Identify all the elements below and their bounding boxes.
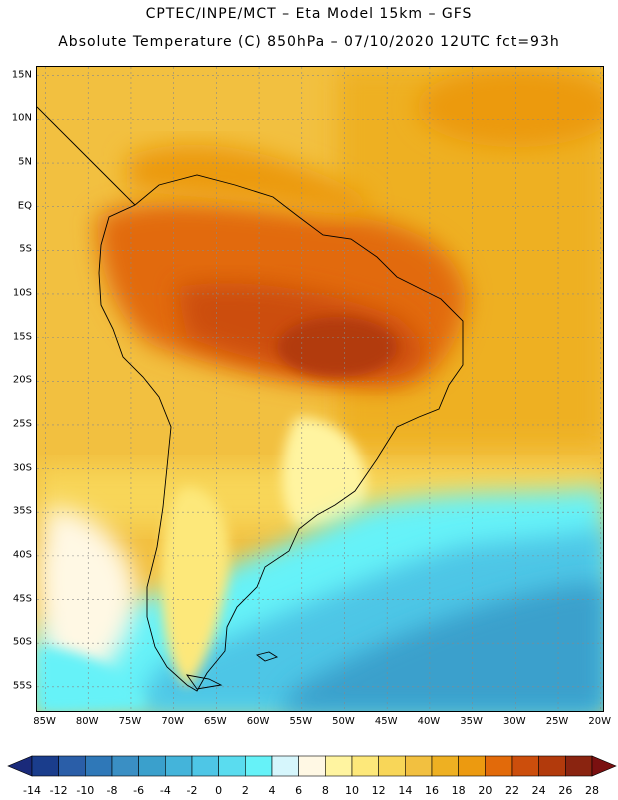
colorbar-swatch xyxy=(431,755,459,777)
colorbar-swatch xyxy=(325,755,353,777)
colorbar-swatch xyxy=(485,755,513,777)
colorbar-swatch xyxy=(85,755,113,777)
colorbar-tick-label: -6 xyxy=(133,784,145,797)
colorbar-swatch xyxy=(351,755,379,777)
lat-label: 15N xyxy=(11,69,32,81)
colorbar-tick-label: 24 xyxy=(531,784,546,797)
lon-label: 70W xyxy=(161,716,184,727)
north-coast-field xyxy=(127,144,369,214)
warm-spot-ne xyxy=(417,67,603,147)
pacific-south-field xyxy=(37,507,137,687)
lat-label: 5S xyxy=(19,243,32,255)
lat-label: 5N xyxy=(18,156,32,168)
colorbar-swatch xyxy=(191,755,219,777)
colorbar-tick-label: 14 xyxy=(398,784,413,797)
lon-label: 80W xyxy=(75,716,99,727)
lat-label: 55S xyxy=(12,680,32,692)
colorbar-tick-label: 10 xyxy=(345,784,359,797)
colorbar-tick-label: 18 xyxy=(451,784,466,797)
lat-label: 45S xyxy=(12,593,32,604)
lat-label: 20S xyxy=(12,374,32,386)
colorbar-tick-label: -10 xyxy=(76,784,95,797)
lon-label: 65W xyxy=(204,716,227,727)
lat-label: 35S xyxy=(12,505,32,517)
colorbar-swatch xyxy=(58,755,86,777)
colorbar-swatch xyxy=(245,755,273,777)
lon-label: 20W xyxy=(588,716,612,727)
lat-label: 25S xyxy=(12,418,32,430)
coastlines xyxy=(37,106,464,692)
central-america-outline xyxy=(37,106,136,206)
south-america-outline xyxy=(98,174,464,692)
colorbar-swatch xyxy=(138,755,166,777)
colorbar-tick-label: -4 xyxy=(159,784,171,797)
chart-subtitle: Absolute Temperature (C) 850hPa – 07/10/… xyxy=(58,34,560,50)
colorbar-swatch xyxy=(538,755,566,777)
temperature-map xyxy=(36,66,604,712)
colorbar-tick-label: 26 xyxy=(558,784,573,797)
colorbar-tick-label: 22 xyxy=(505,784,519,797)
colorbar-tick-label: 20 xyxy=(478,784,493,797)
pacific-cold-field xyxy=(37,647,147,711)
colorbar-tick-label: -12 xyxy=(49,784,68,797)
colorbar-tick-label: -14 xyxy=(23,784,41,797)
lon-label: 85W xyxy=(33,716,56,727)
lat-label: 10N xyxy=(11,112,32,124)
lon-label: 45W xyxy=(374,716,398,727)
colorbar-swatch xyxy=(511,755,539,777)
lat-label: 15S xyxy=(12,331,32,343)
lat-label: EQ xyxy=(17,200,32,212)
hottest-core-field xyxy=(277,317,397,377)
lon-label: 55W xyxy=(289,716,313,727)
colorbar-tick-label: -2 xyxy=(186,784,198,797)
lon-label: 30W xyxy=(503,716,526,727)
lat-label: 30S xyxy=(12,462,32,474)
colorbar-swatch xyxy=(271,755,299,777)
lat-label: 10S xyxy=(12,287,32,299)
colorbar-swatch xyxy=(31,755,59,777)
colorbar-tick-label: -8 xyxy=(106,784,118,797)
colorbar-tick-label: 28 xyxy=(585,784,599,797)
colorbar-tick-label: 2 xyxy=(241,784,249,797)
colorbar-swatch xyxy=(218,755,246,777)
colorbar-tick-label: 16 xyxy=(425,784,439,797)
lon-label: 75W xyxy=(118,716,142,727)
lon-label: 35W xyxy=(460,716,483,727)
lat-label: 50S xyxy=(12,636,32,648)
colorbar-swatch xyxy=(378,755,406,777)
lon-label: 50W xyxy=(332,716,355,727)
colorbar-swatch xyxy=(458,755,486,777)
colorbar-tick-label: 6 xyxy=(295,784,303,797)
colorbar-tick-label: 12 xyxy=(371,784,386,797)
colorbar-low-arrow xyxy=(7,755,33,777)
andes-south-field xyxy=(160,487,230,687)
colorbar-tick-label: 4 xyxy=(268,784,276,797)
lon-label: 25W xyxy=(545,716,569,727)
subtropical-cool-land xyxy=(282,417,367,527)
colorbar-swatch xyxy=(565,755,593,777)
colorbar xyxy=(7,755,617,777)
colorbar-swatch xyxy=(405,755,433,777)
colorbar-high-arrow xyxy=(591,755,617,777)
chart-title: CPTEC/INPE/MCT – Eta Model 15km – GFS xyxy=(145,6,473,22)
map-canvas xyxy=(37,67,603,711)
colorbar-swatch xyxy=(165,755,193,777)
lon-label: 60W xyxy=(246,716,270,727)
lon-label: 40W xyxy=(417,716,441,727)
colorbar-swatch xyxy=(111,755,139,777)
falklands-outline xyxy=(255,651,279,662)
colorbar-swatch xyxy=(298,755,326,777)
lat-label: 40S xyxy=(12,549,32,561)
tierra-del-fuego-outline xyxy=(185,674,223,690)
coldest-ocean-field xyxy=(278,582,603,711)
colorbar-tick-label: 0 xyxy=(215,784,223,797)
colorbar-tick-label: 8 xyxy=(321,784,329,797)
